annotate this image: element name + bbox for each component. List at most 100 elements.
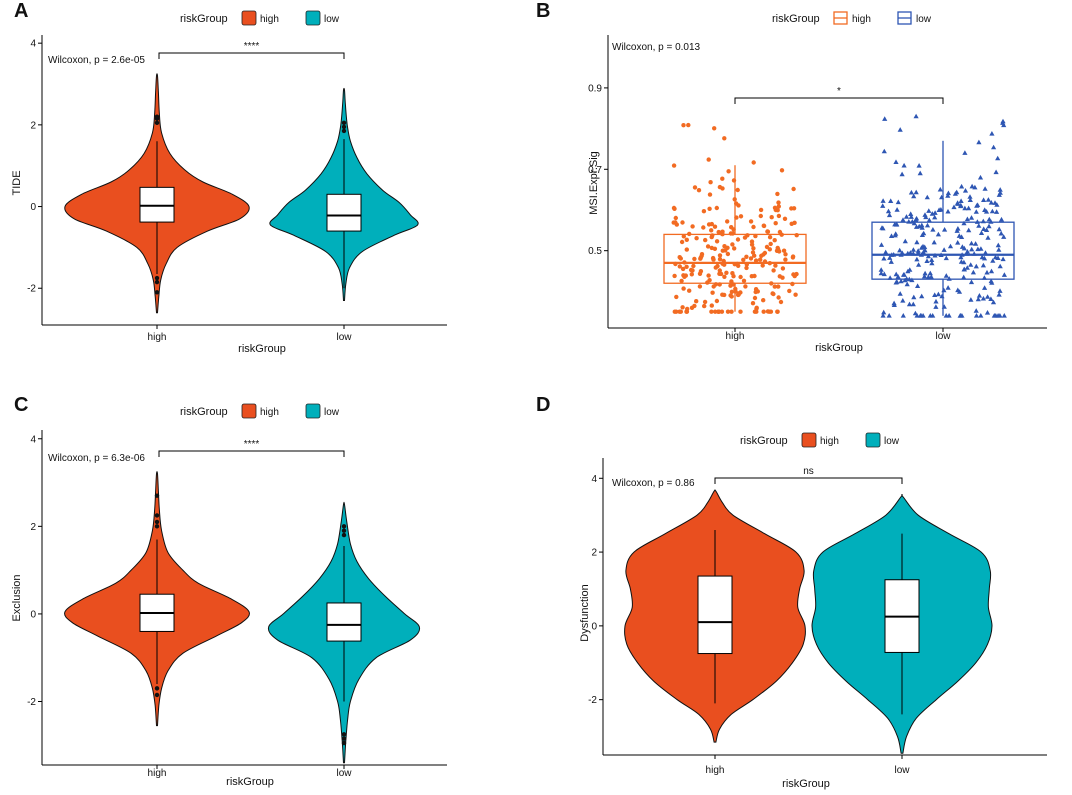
legend-swatch-low	[865, 432, 881, 448]
y-tick-label: -2	[27, 284, 36, 295]
data-point	[958, 203, 964, 209]
legend-label-low: low	[884, 436, 900, 447]
data-point	[692, 256, 697, 262]
legend-key-high: high	[833, 11, 871, 25]
data-point	[686, 122, 691, 128]
y-axis-label: MSI.Expr.Sig	[588, 151, 600, 215]
data-point	[723, 248, 728, 253]
data-point	[980, 262, 986, 268]
data-point	[905, 268, 911, 274]
data-point	[750, 301, 756, 306]
data-point	[893, 231, 899, 236]
data-point	[968, 240, 975, 246]
data-point	[776, 295, 781, 300]
data-point	[701, 225, 706, 230]
data-point	[913, 113, 919, 119]
data-point	[969, 246, 975, 252]
data-point	[990, 299, 997, 305]
data-point	[965, 205, 972, 211]
data-point	[1001, 272, 1007, 277]
panel-label-B: B	[536, 0, 550, 22]
y-axis-label: Dysfunction	[579, 584, 591, 641]
data-point	[694, 299, 699, 304]
data-point	[907, 250, 913, 255]
data-point	[969, 183, 975, 189]
significance-bracket	[158, 52, 345, 59]
data-point	[962, 150, 968, 155]
data-point	[922, 244, 928, 250]
data-point	[981, 255, 988, 261]
data-point	[888, 259, 894, 264]
data-point	[672, 206, 677, 211]
data-point	[776, 284, 781, 289]
data-point	[758, 213, 763, 219]
data-point	[761, 309, 766, 314]
y-tick-label: 0	[591, 621, 597, 632]
data-point	[955, 201, 961, 206]
data-point	[972, 241, 979, 246]
data-point	[738, 274, 743, 280]
data-point	[984, 310, 991, 315]
data-point	[753, 258, 759, 263]
panel-label-D: D	[536, 394, 550, 416]
data-point	[962, 205, 968, 211]
data-point	[970, 269, 976, 275]
data-point	[748, 219, 754, 224]
data-point	[964, 216, 970, 222]
data-point	[886, 313, 892, 318]
outlier-point	[341, 528, 347, 533]
data-point	[735, 237, 741, 242]
data-point	[921, 273, 928, 279]
data-point	[1000, 256, 1006, 262]
data-point	[752, 295, 758, 301]
data-point	[706, 273, 711, 278]
data-point	[968, 297, 974, 302]
x-tick-label-low: low	[935, 331, 951, 342]
data-point	[720, 292, 725, 297]
data-point	[901, 162, 907, 168]
data-point	[897, 291, 903, 296]
data-point	[989, 208, 995, 214]
data-point	[943, 273, 949, 278]
significance-bracket	[158, 450, 345, 457]
data-point	[978, 230, 985, 235]
data-point	[694, 236, 699, 241]
y-tick-label: 2	[30, 522, 36, 533]
data-point	[736, 291, 741, 296]
x-tick-label-high: high	[148, 332, 167, 343]
data-point	[972, 184, 978, 190]
data-point	[968, 279, 975, 285]
data-point	[932, 214, 938, 220]
outlier-point	[154, 279, 160, 285]
data-point	[761, 252, 766, 257]
data-point	[689, 305, 695, 310]
data-point	[981, 285, 988, 290]
data-point	[684, 309, 690, 314]
outlier-point	[154, 692, 160, 698]
data-point	[711, 284, 716, 289]
x-axis-label: riskGroup	[815, 342, 863, 354]
data-point	[996, 247, 1002, 252]
data-point	[706, 157, 711, 162]
data-point	[772, 238, 777, 243]
data-point	[735, 187, 740, 193]
data-point	[887, 255, 893, 260]
data-point	[974, 202, 981, 207]
data-point	[683, 273, 688, 278]
data-point	[775, 191, 780, 197]
y-tick-label: 0	[30, 609, 36, 620]
data-point	[957, 313, 963, 318]
data-point	[709, 309, 714, 314]
data-point	[880, 203, 886, 208]
data-point	[709, 303, 714, 308]
legend-key-high: high	[801, 432, 839, 448]
data-point	[791, 206, 797, 211]
data-point	[954, 189, 960, 195]
data-point	[985, 235, 991, 240]
data-point	[881, 271, 887, 277]
data-point	[930, 227, 936, 232]
data-point	[959, 244, 965, 249]
data-point	[900, 298, 906, 303]
data-point	[993, 169, 999, 175]
